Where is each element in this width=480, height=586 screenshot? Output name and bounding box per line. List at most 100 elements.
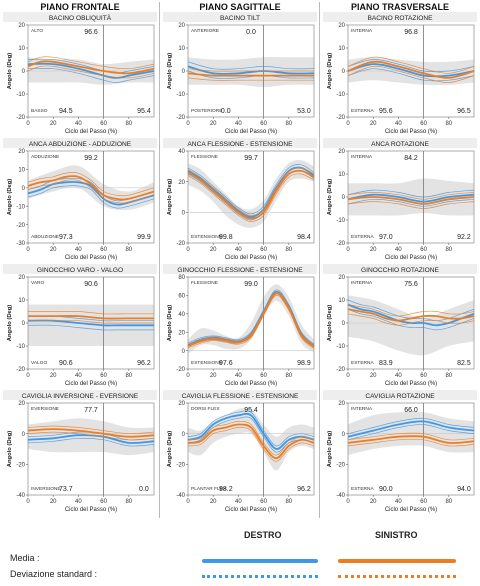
y-tick-label: 20	[18, 401, 25, 407]
x-tick-label: 40	[235, 499, 242, 505]
x-tick-label: 20	[370, 499, 377, 505]
x-tick-label: 20	[210, 373, 217, 379]
y-tick-label: 10	[18, 168, 25, 174]
x-axis-label: Ciclo del Passo (%)	[65, 507, 117, 513]
top-value: 96.8	[404, 29, 418, 36]
bottom-value-right: 82.5	[457, 360, 471, 367]
x-axis-label: Ciclo del Passo (%)	[225, 381, 277, 387]
top-value: 66.0	[404, 407, 418, 414]
bottom-region-label: ABDUZIONE	[31, 234, 59, 240]
chart-title: BACINO OBLIQUITÀ	[49, 13, 112, 22]
y-tick-label: 0	[342, 69, 346, 75]
x-tick-label: 20	[370, 247, 377, 253]
bottom-value-right: 92.2	[457, 234, 471, 241]
chart-panel: GINOCCHIO VARO - VALGO -20 -10 0 10 20 0 20 40 60…	[3, 264, 157, 387]
series-mean-line	[347, 196, 475, 205]
series-sd-lower	[347, 438, 475, 447]
bottom-value-right: 95.4	[137, 108, 151, 115]
y-tick-label: 20	[338, 275, 345, 281]
bottom-region-label: POSTERIORE	[191, 108, 222, 114]
y-tick-label: 0	[342, 432, 346, 438]
y-tick-label: -20	[336, 241, 345, 247]
y-tick-label: 0	[22, 69, 26, 75]
column-header: PIANO SAGITTALE	[199, 2, 280, 12]
series-sd-lower	[27, 185, 155, 209]
series-sd-lower	[27, 324, 154, 331]
y-axis-label: Angolo (Deg)	[327, 431, 333, 467]
y-tick-label: 40	[178, 149, 185, 155]
x-axis-label: Ciclo del Passo (%)	[225, 507, 277, 513]
y-tick-label: 0	[342, 321, 346, 327]
legend-destro-deviazione-line	[202, 575, 318, 578]
series-sd-lower	[347, 65, 475, 83]
y-axis-label: Angolo (Deg)	[327, 53, 333, 89]
y-tick-label: 80	[178, 275, 185, 281]
x-tick-label: 80	[285, 121, 292, 127]
y-tick-label: 20	[18, 23, 25, 29]
y-tick-label: -10	[336, 344, 345, 350]
y-axis-label: Angolo (Deg)	[7, 53, 13, 89]
top-region-label: INTERNA	[351, 28, 373, 34]
series-sd-lower	[347, 198, 475, 207]
x-tick-label: 0	[186, 373, 190, 379]
y-tick-label: 10	[338, 46, 345, 52]
x-tick-label: 20	[210, 247, 217, 253]
bottom-value-left: 95.6	[379, 108, 393, 115]
y-axis-label: Angolo (Deg)	[7, 179, 13, 215]
x-axis-label: Ciclo del Passo (%)	[225, 129, 277, 135]
y-tick-label: -10	[16, 204, 25, 210]
chart-title-bar	[163, 390, 317, 400]
y-tick-label: -20	[16, 367, 25, 373]
series-mean-line	[187, 72, 314, 77]
y-axis-label: Angolo (Deg)	[167, 179, 173, 215]
series-sd-lower	[347, 313, 475, 326]
chart-title-bar	[163, 12, 317, 22]
y-tick-label: -20	[336, 115, 345, 121]
normal-band	[28, 304, 154, 346]
x-tick-label: 80	[125, 373, 132, 379]
x-axis-label: Ciclo del Passo (%)	[65, 129, 117, 135]
y-tick-label: -20	[176, 241, 185, 247]
series-sd-upper	[187, 410, 315, 447]
x-tick-label: 40	[395, 373, 402, 379]
x-axis-label: Ciclo del Passo (%)	[225, 255, 277, 261]
x-tick-label: 60	[100, 499, 107, 505]
chart-panel: BACINO OBLIQUITÀ -20 -10 0 10 20 0 20 40 60 80 Cicl…	[3, 12, 157, 135]
x-tick-label: 80	[285, 247, 292, 253]
series-sd-upper	[347, 59, 475, 73]
y-tick-label: -20	[176, 115, 185, 121]
series-mean-line	[187, 412, 315, 450]
bottom-region-label: ESTERNA	[351, 234, 374, 240]
y-tick-label: 20	[338, 149, 345, 155]
series-sd-lower	[347, 68, 475, 82]
series-sd-upper	[27, 56, 155, 70]
bottom-region-label: INVERSIONE	[31, 486, 61, 492]
x-tick-label: 60	[100, 373, 107, 379]
top-value: 75.6	[404, 281, 418, 288]
bottom-value-right: 96.5	[457, 108, 471, 115]
x-tick-label: 80	[445, 499, 452, 505]
series-sd-upper	[347, 304, 475, 317]
chart-panel: GINOCCHIO FLESSIONE - ESTENSIONE-2002040…	[163, 264, 317, 387]
chart-panel: BACINO TILT -20 -10 0 10 20 0 20 40 60 80 Ciclo del…	[163, 12, 317, 135]
y-axis-label: Angolo (Deg)	[7, 431, 13, 467]
x-tick-label: 40	[395, 121, 402, 127]
plot-frame	[187, 276, 315, 370]
bottom-value-left: 97.0	[379, 234, 393, 241]
x-tick-label: 0	[26, 121, 30, 127]
legend-sinistro-media-line	[338, 559, 456, 563]
series-sd-lower	[347, 201, 475, 209]
bottom-value-right: 94.0	[457, 486, 471, 493]
chart-title-bar	[3, 138, 157, 148]
chart-title-bar	[323, 390, 477, 400]
legend-sinistro-header: SINISTRO	[375, 530, 418, 540]
y-tick-label: -10	[16, 92, 25, 98]
bottom-value-left: 94.5	[59, 108, 73, 115]
y-tick-label: -20	[336, 463, 345, 469]
y-axis-label: Angolo (Deg)	[167, 431, 173, 467]
bottom-region-label: PLANTAR FLEX	[191, 486, 227, 492]
series-mean-line	[347, 63, 475, 78]
top-value: 95.4	[244, 407, 258, 414]
bottom-region-label: ESTENSIONE	[191, 234, 222, 240]
y-tick-label: -20	[16, 223, 25, 229]
